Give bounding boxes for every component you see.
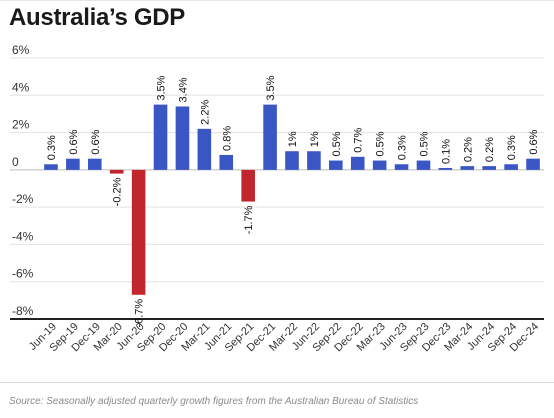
data-label: 3.5% — [156, 75, 168, 100]
bar — [504, 164, 518, 170]
y-tick-label: 0 — [12, 155, 19, 169]
y-tick-label: 2% — [12, 118, 30, 132]
data-label: 3.4% — [177, 77, 189, 102]
bar — [416, 160, 431, 170]
top-divider — [0, 0, 554, 1]
data-label: 0.5% — [418, 131, 430, 156]
y-tick-label: -6% — [12, 267, 34, 281]
data-label: 0.3% — [397, 135, 409, 160]
y-tick-label: 6% — [12, 43, 30, 57]
bar — [307, 151, 321, 170]
bar — [109, 169, 124, 174]
data-label: 0.7% — [353, 128, 365, 153]
bar — [329, 160, 343, 170]
data-label: 0.6% — [68, 129, 80, 154]
bar — [350, 156, 365, 170]
bar — [241, 169, 255, 202]
data-label: 0.3% — [46, 135, 58, 160]
y-tick-label: -2% — [12, 192, 34, 206]
bar — [526, 158, 540, 170]
bar — [197, 128, 212, 170]
data-label: 0.3% — [506, 135, 518, 160]
data-label: 0.8% — [221, 126, 233, 151]
bar — [372, 160, 387, 170]
data-label: 2.2% — [199, 100, 211, 125]
y-tick-label: -4% — [12, 229, 34, 243]
data-label: 0.2% — [484, 137, 496, 162]
bar — [263, 104, 277, 170]
bottom-divider — [0, 382, 554, 383]
y-tick-label: -8% — [12, 304, 34, 318]
chart-title: Australia’s GDP — [9, 4, 186, 31]
y-tick-label: 4% — [12, 80, 30, 94]
bar — [460, 166, 475, 170]
bar — [285, 151, 299, 170]
bar — [175, 106, 190, 170]
bar — [66, 158, 80, 170]
bar — [87, 158, 102, 170]
data-label: -0.2% — [112, 177, 124, 206]
bar — [482, 166, 497, 170]
bar — [44, 164, 58, 170]
data-label: 0.5% — [375, 131, 387, 156]
data-label: -6.7% — [134, 299, 146, 328]
data-label: 0.6% — [528, 129, 540, 154]
bar — [219, 154, 234, 170]
bar — [153, 104, 168, 170]
data-label: 0.1% — [440, 139, 452, 164]
bar — [438, 167, 453, 170]
data-label: 0.5% — [331, 131, 343, 156]
data-label: -1.7% — [243, 205, 255, 234]
bar — [394, 164, 409, 170]
data-label: 1% — [287, 131, 299, 147]
data-label: 1% — [309, 131, 321, 147]
bar — [131, 169, 146, 295]
source-note: Source: Seasonally adjusted quarterly gr… — [9, 396, 419, 407]
data-label: 3.5% — [265, 75, 277, 100]
data-label: 0.2% — [462, 137, 474, 162]
data-label: 0.6% — [90, 129, 102, 154]
gdp-bar-chart: 6%4%2%0-2%-4%-6%-8%0.3%Jun-190.6%Sep-190… — [10, 43, 544, 354]
